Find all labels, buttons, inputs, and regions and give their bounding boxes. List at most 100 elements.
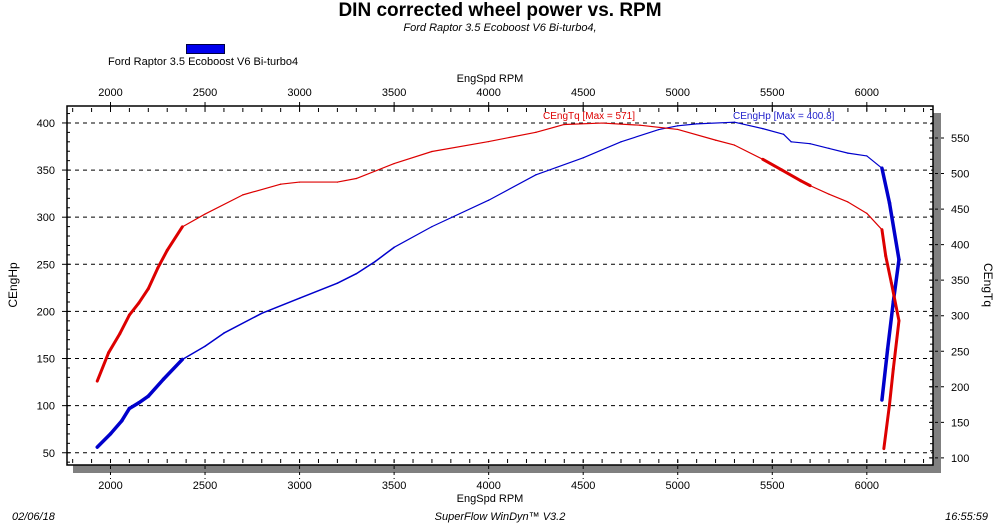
- data-point-cenghp: [121, 420, 123, 422]
- series-segment-cenghp: [809, 143, 830, 150]
- x-bottom-tick-label: 3000: [287, 480, 311, 492]
- data-point-cengtq: [181, 226, 183, 228]
- data-point-cengtq: [138, 302, 140, 304]
- x-top-tick-label: 5000: [665, 87, 689, 99]
- series-segment-cenghp: [431, 199, 490, 228]
- torque-max-annotation: CEngTq [Max = 571]: [543, 111, 635, 122]
- data-point-cenghp: [355, 273, 357, 275]
- data-point-cengtq: [828, 193, 830, 195]
- data-point-cenghp: [393, 246, 395, 248]
- data-point-cengtq: [890, 282, 893, 284]
- data-point-cengtq: [298, 181, 301, 183]
- y-right-tick-label: 450: [951, 204, 969, 216]
- series-segment-cengtq: [488, 131, 537, 143]
- data-point-cengtq: [563, 123, 565, 126]
- y-right-tick-label: 150: [951, 417, 969, 429]
- data-point-cengtq: [639, 124, 641, 126]
- x-bottom-tick-label: 3500: [382, 480, 406, 492]
- series-segment-cenghp: [880, 166, 892, 205]
- tick-marks: [62, 102, 947, 479]
- series-segment-cenghp: [847, 152, 868, 157]
- series-segment-cenghp: [204, 332, 225, 348]
- series-segment-cengtq: [280, 181, 301, 185]
- x-top-tick-label: 6000: [855, 87, 879, 99]
- y-left-tick-label: 150: [37, 354, 55, 366]
- data-point-cenghp: [898, 258, 900, 261]
- data-point-cenghp: [881, 167, 883, 169]
- series-segment-cengtq: [156, 248, 169, 270]
- y-axis-label-left: CEngHp: [6, 262, 20, 308]
- series-segment-cengtq: [165, 225, 184, 252]
- gridlines: [67, 122, 933, 454]
- data-point-cenghp: [96, 446, 98, 448]
- data-point-cenghp: [298, 297, 301, 299]
- series-segment-cengtq: [733, 144, 764, 160]
- hp-max-annotation: CEngHp [Max = 400.8]: [733, 111, 835, 122]
- data-point-cengtq: [147, 288, 149, 290]
- data-point-cengtq: [601, 122, 603, 124]
- y-left-tick-label: 100: [37, 401, 55, 413]
- data-point-cenghp: [204, 345, 206, 347]
- data-point-cengtq: [431, 150, 433, 153]
- data-point-cenghp: [658, 128, 660, 131]
- series-segment-cengtq: [535, 123, 565, 133]
- data-point-cengtq: [847, 201, 849, 203]
- series-segment-cengtq: [146, 266, 160, 291]
- data-point-cenghp: [223, 332, 225, 334]
- y-right-tick-label: 300: [951, 311, 969, 323]
- data-point-cengtq: [883, 448, 885, 450]
- data-point-cengtq: [157, 267, 159, 269]
- series-segment-cenghp: [828, 147, 849, 154]
- data-point-cengtq: [714, 139, 717, 141]
- plot-shadow-right: [933, 113, 941, 473]
- series-segment-cengtq: [882, 403, 892, 451]
- series-segment-cengtq: [677, 128, 717, 141]
- data-point-cenghp: [431, 226, 433, 228]
- data-point-cengtq: [881, 229, 883, 231]
- data-point-cenghp: [582, 157, 584, 159]
- chart-title: DIN corrected wheel power vs. RPM: [338, 0, 662, 21]
- data-point-cenghp: [138, 402, 140, 404]
- series-segment-cenghp: [696, 121, 736, 125]
- series-segment-cenghp: [127, 401, 141, 411]
- data-point-cenghp: [620, 141, 622, 143]
- tick-labels: 50 100 150 200 250 300 350 400 100 150 200 250 300 35…: [37, 87, 970, 492]
- x-bottom-tick-label: 5500: [760, 480, 784, 492]
- data-point-cengtq: [809, 185, 811, 187]
- series-segment-cengtq: [891, 319, 901, 371]
- data-point-cenghp: [162, 378, 165, 380]
- data-point-cengtq: [280, 183, 282, 185]
- y-left-tick-label: 250: [37, 259, 55, 271]
- x-top-tick-label: 3500: [382, 87, 406, 99]
- data-point-cengtq: [96, 380, 98, 382]
- x-bottom-tick-label: 5000: [665, 480, 689, 492]
- data-point-cenghp: [881, 399, 883, 401]
- series-segment-cenghp: [95, 432, 113, 449]
- series-segment-cengtq: [880, 228, 888, 258]
- series-segment-cengtq: [809, 185, 830, 195]
- series-segment-cengtq: [888, 367, 895, 407]
- x-axis-label-bottom: EngSpd RPM: [457, 493, 524, 505]
- y-right-tick-label: 550: [951, 133, 969, 145]
- series-segment-cenghp: [762, 128, 785, 135]
- series-segment-cenghp: [261, 297, 301, 315]
- y-right-tick-label: 500: [951, 169, 969, 181]
- data-point-cengtq: [355, 177, 357, 180]
- data-point-cengtq: [204, 213, 206, 215]
- series-segment-cenghp: [535, 157, 584, 176]
- data-point-cenghp: [535, 174, 537, 176]
- data-point-cenghp: [887, 348, 889, 350]
- y-right-tick-label: 350: [951, 275, 969, 287]
- x-top-tick-label: 4000: [476, 87, 500, 99]
- data-point-cenghp: [109, 433, 112, 435]
- footer-software: SuperFlow WinDyn™ V3.2: [434, 511, 566, 523]
- data-point-cengtq: [866, 212, 868, 214]
- data-point-cenghp: [847, 152, 849, 154]
- data-point-cengtq: [781, 169, 783, 171]
- plot-area: [66, 105, 934, 466]
- series-segment-cengtq: [107, 331, 122, 355]
- data-point-cenghp: [128, 407, 130, 410]
- y-right-tick-label: 250: [951, 346, 969, 358]
- chart-subtitle: Ford Raptor 3.5 Ecoboost V6 Bi-turbo4,: [403, 22, 597, 34]
